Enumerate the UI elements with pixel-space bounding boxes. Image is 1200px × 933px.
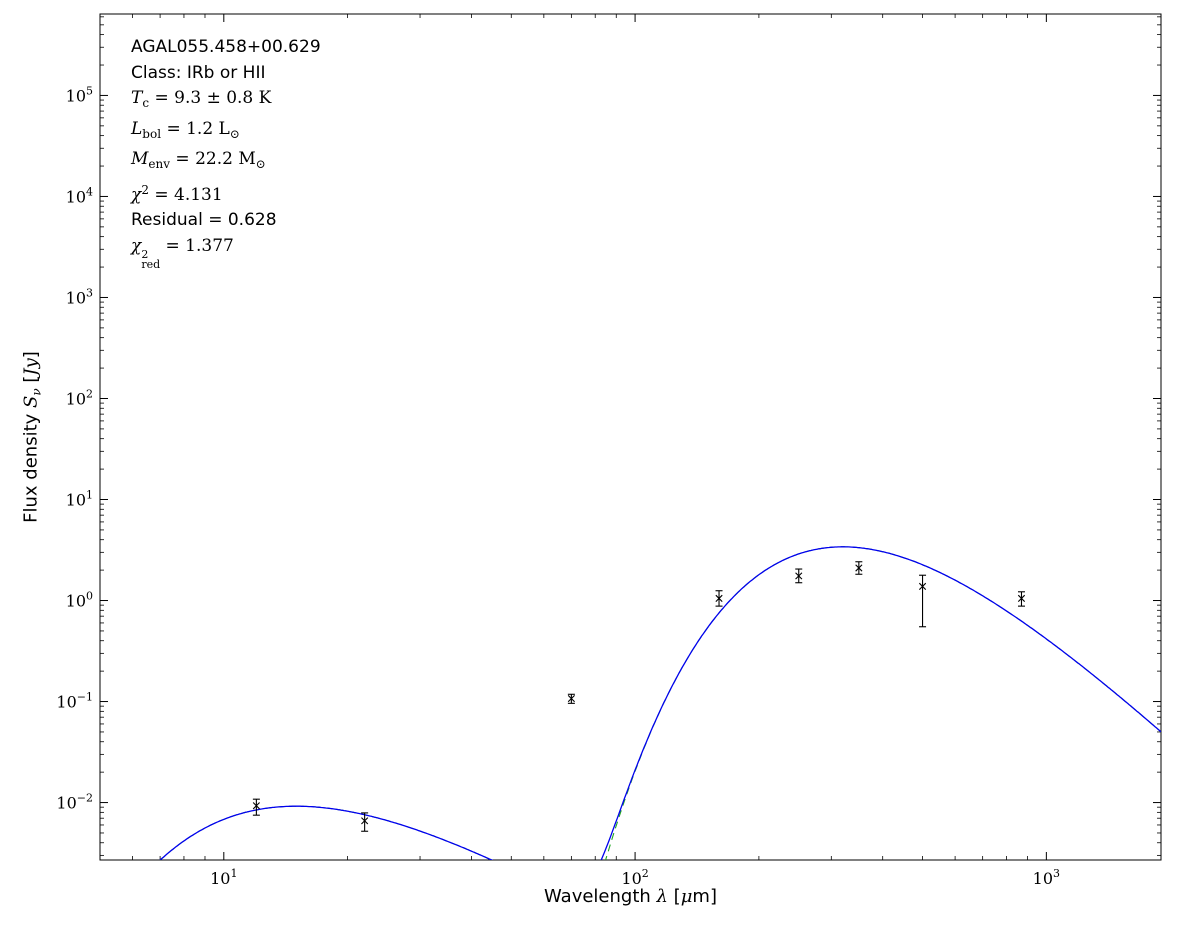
annotation-line: χ 2 red = 1.377 <box>131 234 321 270</box>
x-axis-label: Wavelength λ [μm] <box>100 886 1161 907</box>
text-segment: m] <box>692 886 717 907</box>
y-tick-labels: 10−2 10−1 100 101 102 103 104 105 <box>56 84 93 812</box>
data-point <box>1017 591 1026 607</box>
y-axis-minor-ticks <box>100 16 1161 856</box>
annotation-line: Tc = 9.3 ± 0.8 K <box>131 86 321 117</box>
annotation-line: Residual = 0.628 <box>131 208 321 234</box>
text-segment: ⊙ <box>229 126 240 141</box>
svg-text:101: 101 <box>66 489 93 510</box>
text-segment: Jy <box>20 358 42 376</box>
svg-text:103: 103 <box>66 286 93 307</box>
model-component-curve <box>159 805 494 860</box>
svg-text:103: 103 <box>1033 867 1060 888</box>
x-axis-minor-ticks <box>132 14 1028 860</box>
model-sum-curve <box>159 546 1161 860</box>
text-segment: = 4.131 <box>148 184 223 205</box>
svg-text:10−1: 10−1 <box>56 691 93 712</box>
data-points <box>252 561 1026 832</box>
data-point <box>918 574 927 628</box>
data-point <box>795 568 803 584</box>
text-segment: M <box>131 149 149 169</box>
sup-sub-stack: 2 red <box>141 247 161 271</box>
text-segment: Residual = 0.628 <box>131 210 277 230</box>
svg-text:10−2: 10−2 <box>56 792 93 813</box>
x-axis-major-ticks <box>223 14 1047 860</box>
svg-text:101: 101 <box>210 867 237 888</box>
text-segment: ⊙ <box>255 157 266 171</box>
svg-text:104: 104 <box>66 185 93 206</box>
text-segment: 2 <box>141 182 149 197</box>
axes-frame <box>99 13 1162 861</box>
text-segment: [ <box>20 375 42 389</box>
text-segment: S <box>20 395 42 408</box>
text-segment: L <box>131 118 143 139</box>
text-segment: env <box>148 157 171 171</box>
text-segment: bol <box>142 126 162 141</box>
x-tick-labels: 101 102 103 <box>210 867 1060 888</box>
annotation-line: Class: IRb or HII <box>131 61 321 87</box>
svg-text:102: 102 <box>621 867 648 888</box>
svg-text:102: 102 <box>66 387 93 408</box>
text-segment: = 1.2 L <box>161 118 230 139</box>
fit-parameters-annotation: AGAL055.458+00.629 Class: IRb or HII Tc = … <box>131 35 321 270</box>
data-point <box>252 798 260 816</box>
annotation-line: Menv = 22.2 M⊙ <box>131 147 321 178</box>
text-segment: AGAL055.458+00.629 <box>131 37 321 57</box>
data-point <box>715 590 723 607</box>
text-segment: = 1.377 <box>160 235 234 256</box>
data-point <box>855 561 863 575</box>
text-segment: = 22.2 M <box>170 149 256 169</box>
svg-text:100: 100 <box>66 590 93 611</box>
text-segment: c <box>142 96 150 110</box>
text-segment: χ <box>131 184 142 205</box>
text-segment: Flux density <box>20 407 42 523</box>
svg-text:105: 105 <box>66 84 93 105</box>
text-segment: T <box>131 88 143 108</box>
text-segment: μ <box>680 886 693 907</box>
text-segment: = 9.3 ± 0.8 K <box>149 88 272 108</box>
text-segment: λ <box>656 886 668 907</box>
data-point <box>567 693 575 704</box>
text-segment: Wavelength <box>544 886 657 907</box>
y-axis-label: Flux density Sν [Jy] <box>21 351 44 523</box>
text-segment: ] <box>20 351 42 359</box>
data-point <box>361 812 369 832</box>
text-segment: χ <box>131 235 142 256</box>
annotation-line: Lbol = 1.2 L⊙ <box>131 117 321 148</box>
text-segment: [ <box>667 886 681 907</box>
annotation-line: χ2 = 4.131 <box>131 178 321 209</box>
annotation-line: AGAL055.458+00.629 <box>131 35 321 61</box>
model-curves <box>159 546 1161 860</box>
text-segment: Class: IRb or HII <box>131 62 266 83</box>
text-segment: ν <box>29 388 44 396</box>
y-axis-major-ticks <box>100 94 1161 804</box>
